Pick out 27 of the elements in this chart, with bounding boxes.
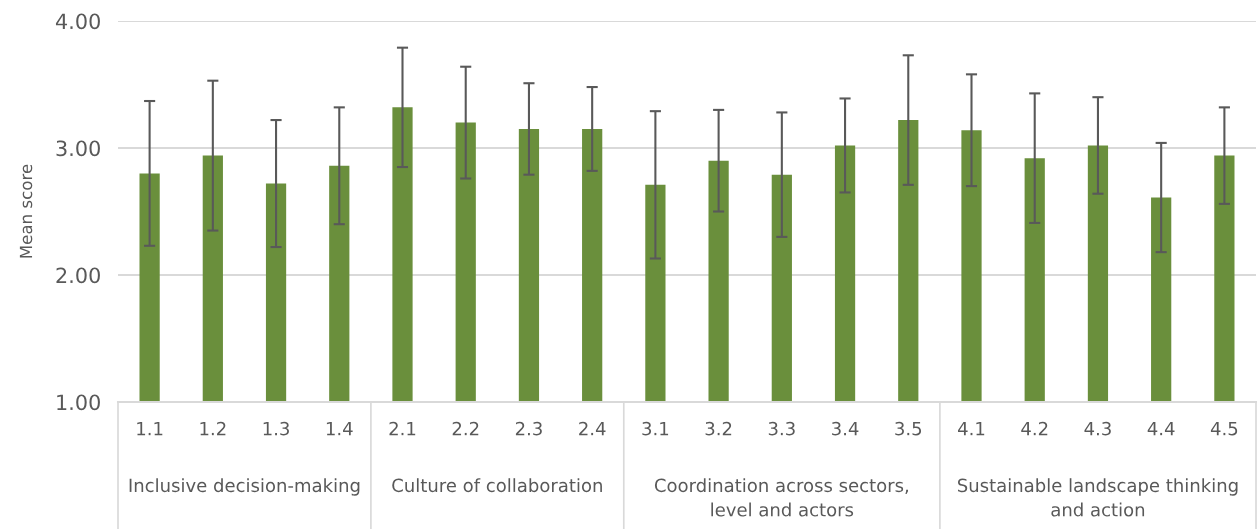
y-tick-label: 3.00 bbox=[56, 140, 100, 157]
text: Inclusive decision-making bbox=[129, 478, 360, 496]
y-tick-label: 2.00 bbox=[56, 267, 100, 284]
x-tick-label: 1.1 bbox=[137, 422, 163, 436]
x-tick-label: 3.3 bbox=[768, 421, 795, 436]
x-tick-label: 3.2 bbox=[705, 421, 732, 436]
x-tick-label: 3.4 bbox=[832, 421, 859, 436]
y-axis-title: Mean score bbox=[19, 164, 33, 258]
x-tick-label: 1.2 bbox=[200, 421, 226, 436]
x-tick-label: 4.2 bbox=[1021, 421, 1048, 436]
y-tick-label: 1.00 bbox=[57, 394, 100, 411]
x-tick-label: 4.5 bbox=[1210, 422, 1238, 436]
x-tick-label: 2.1 bbox=[389, 421, 416, 436]
x-tick-label: 4.3 bbox=[1084, 421, 1111, 436]
x-tick-label: 2.2 bbox=[452, 421, 479, 436]
x-tick-label: 2.3 bbox=[515, 421, 542, 436]
text: Coordination across sectors, level and actors bbox=[654, 478, 908, 517]
text: Sustainable landscape thinking and action bbox=[957, 478, 1238, 517]
text: Culture of collaboration bbox=[392, 478, 602, 493]
x-tick-label: 4.4 bbox=[1147, 422, 1175, 436]
x-tick-label: 1.4 bbox=[326, 422, 353, 436]
x-tick-label: 3.5 bbox=[895, 421, 922, 436]
x-tick-label: 4.1 bbox=[958, 422, 985, 436]
x-tick-label: 1.3 bbox=[263, 421, 289, 436]
x-tick-label: 3.1 bbox=[642, 421, 669, 436]
x-tick-label: 2.4 bbox=[579, 421, 606, 436]
y-tick-label: 4.00 bbox=[55, 13, 100, 30]
